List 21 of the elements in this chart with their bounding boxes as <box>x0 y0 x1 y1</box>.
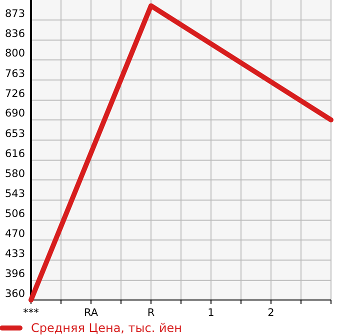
y-tick-label: 763 <box>4 68 26 80</box>
y-tick-label: 726 <box>4 88 26 100</box>
y-tick-label: 433 <box>4 248 26 260</box>
y-tick-label: 396 <box>4 268 26 280</box>
y-tick-label: 653 <box>4 128 26 140</box>
y-tick-label: 800 <box>4 48 26 60</box>
y-tick-label: 543 <box>4 188 26 200</box>
y-tick-label: 690 <box>4 108 26 120</box>
y-tick-label: 873 <box>4 8 26 20</box>
x-tick-label: R <box>147 307 155 319</box>
y-tick-label: 616 <box>4 148 26 160</box>
x-tick-label: *** <box>23 307 39 319</box>
y-tick-label: 836 <box>4 28 26 40</box>
y-tick-label: 506 <box>4 208 26 220</box>
y-tick-label: 360 <box>4 288 26 300</box>
x-tick-label: RA <box>84 307 99 319</box>
y-tick-label: 580 <box>4 168 26 180</box>
x-tick-label: 2 <box>268 307 274 319</box>
y-tick-label: 470 <box>4 228 26 240</box>
x-tick-label: 1 <box>208 307 214 319</box>
legend-label: Средняя Цена, тыс. йен <box>31 321 182 335</box>
